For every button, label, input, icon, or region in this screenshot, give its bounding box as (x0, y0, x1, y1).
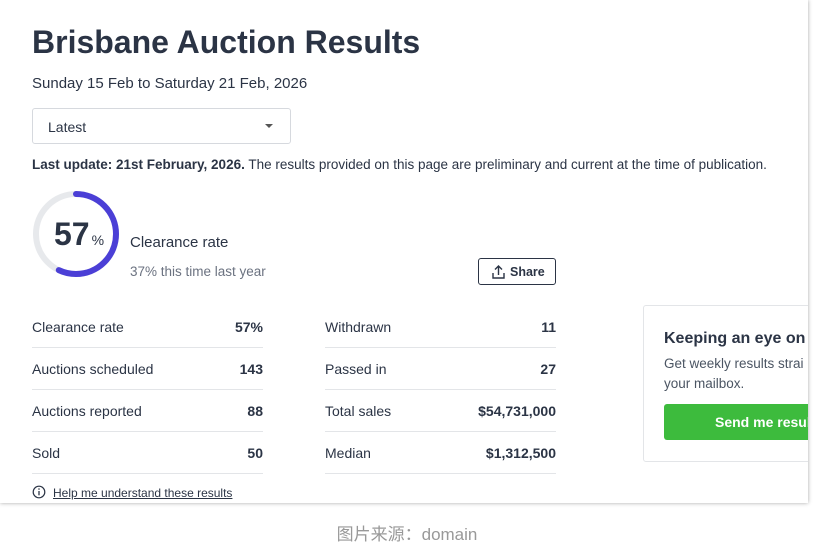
dropdown[interactable]: Latest (32, 108, 291, 144)
gauge-number: 57 (54, 216, 90, 252)
row-value: 27 (540, 361, 556, 377)
row-value: 50 (247, 445, 263, 461)
notice: Last update: 21st February, 2026. The re… (32, 157, 767, 172)
share-icon (492, 265, 505, 279)
table-row: Passed in 27 (325, 347, 556, 390)
gauge-arc (33, 191, 119, 277)
info-icon (32, 485, 46, 499)
help-text: Help me understand these results (53, 486, 233, 500)
row-value: 143 (239, 361, 263, 377)
page-title: Brisbane Auction Results (32, 24, 421, 60)
table-row: Auctions scheduled 143 (32, 347, 263, 390)
row-label: Auctions reported (32, 403, 142, 419)
row-label: Median (325, 445, 371, 461)
card-title: Keeping an eye on (664, 330, 806, 347)
gauge-value: 57% (54, 216, 104, 253)
table-row: Clearance rate 57% (32, 305, 263, 348)
gauge-label: Clearance rate (130, 234, 229, 251)
row-label: Auctions scheduled (32, 361, 154, 377)
row-value: $1,312,500 (485, 445, 556, 461)
date-range: Sunday 15 Feb to Saturday 21 Feb, 2026 (32, 75, 308, 92)
subscribe-label: Send me result (715, 414, 808, 430)
row-label: Clearance rate (32, 319, 124, 335)
gauge-comparison: 37% this time last year (130, 264, 266, 279)
subscribe-card: Keeping an eye on Get weekly results str… (643, 305, 808, 462)
share-button[interactable]: Share (478, 258, 556, 285)
table-row: Total sales $54,731,000 (325, 389, 556, 432)
row-value: 88 (247, 403, 263, 419)
row-value: 57% (234, 319, 263, 335)
table-row: Sold 50 (32, 431, 263, 474)
gauge-unit: % (91, 232, 105, 248)
table-row: Median $1,312,500 (325, 431, 556, 474)
dropdown-caret (265, 124, 273, 128)
row-label: Total sales (325, 403, 392, 419)
card-text-2: your mailbox. (664, 376, 745, 391)
table-row: Withdrawn 11 (325, 305, 556, 348)
row-label: Passed in (325, 361, 387, 377)
subscribe-button[interactable]: Send me result (664, 404, 808, 440)
table-row: Auctions reported 88 (32, 389, 263, 432)
card-text-1: Get weekly results strai (664, 356, 804, 371)
gauge (33, 191, 119, 277)
row-value: $54,731,000 (478, 403, 556, 419)
row-label: Sold (32, 445, 61, 461)
caption: 图片来源：domain (336, 525, 478, 544)
notice-bold: Last update: 21st February, 2026. (32, 157, 245, 172)
row-label: Withdrawn (325, 319, 392, 335)
share-label: Share (510, 265, 545, 279)
dropdown-value: Latest (48, 119, 87, 135)
notice-text: The results provided on this page are pr… (248, 157, 767, 172)
screenshot: Brisbane Auction Results Sunday 15 Feb t… (32, 24, 808, 500)
row-value: 11 (541, 319, 556, 335)
